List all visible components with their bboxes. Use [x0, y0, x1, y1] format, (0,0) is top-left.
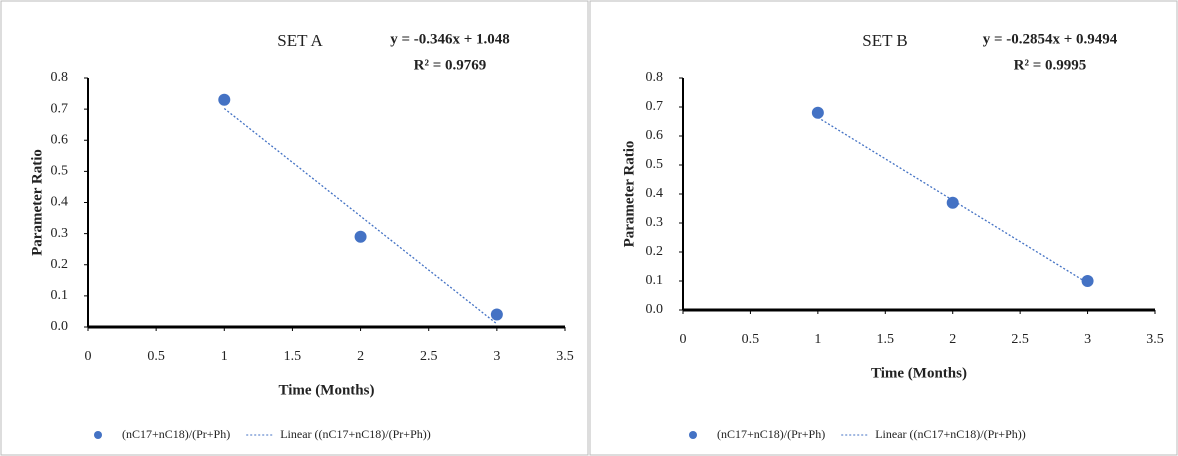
x-tick-label: 0.5	[742, 332, 760, 347]
trendline	[817, 116, 1088, 284]
legend-label: (nC17+nC18)/(Pr+Ph)	[717, 427, 825, 441]
data-point	[1081, 275, 1094, 287]
x-tick-label: 1	[814, 332, 821, 347]
x-tick-label: 2.5	[1011, 332, 1029, 347]
x-tick-label: 1.5	[284, 349, 302, 364]
y-tick-label: 0.0	[51, 319, 69, 334]
y-tick-label: 0.8	[646, 70, 664, 85]
data-point	[218, 93, 231, 106]
y-tick-label: 0.5	[646, 157, 664, 172]
panel-border	[589, 0, 1178, 456]
x-tick-label: 3.5	[556, 349, 574, 364]
x-tick-label: 3	[493, 349, 500, 364]
x-tick-label: 0	[85, 349, 92, 364]
y-tick-label: 0.2	[646, 244, 664, 259]
chart-title: SET B	[862, 31, 908, 50]
legend-label: Linear ((nC17+nC18)/(Pr+Ph))	[875, 427, 1026, 441]
y-tick-label: 0.7	[646, 99, 664, 114]
r-squared: R² = 0.9995	[1014, 57, 1087, 73]
y-tick-label: 0.0	[646, 302, 664, 317]
y-tick-label: 0.2	[51, 257, 69, 272]
x-tick-label: 2	[357, 349, 364, 364]
y-tick-label: 0.3	[646, 215, 664, 230]
x-axis-label: Time (Months)	[871, 365, 967, 381]
y-tick-label: 0.8	[51, 70, 69, 85]
x-tick-label: 0.5	[147, 349, 165, 364]
y-tick-label: 0.4	[646, 186, 664, 201]
x-tick-label: 2	[949, 332, 956, 347]
r-squared: R² = 0.9769	[414, 57, 487, 73]
y-tick-label: 0.3	[51, 226, 69, 241]
legend-label: (nC17+nC18)/(Pr+Ph)	[122, 427, 230, 441]
equation: y = -0.346x + 1.048	[390, 31, 510, 47]
x-tick-label: 2.5	[420, 349, 438, 364]
x-tick-label: 3.5	[1146, 332, 1164, 347]
x-axis-label: Time (Months)	[279, 382, 375, 398]
x-tick-label: 1.5	[877, 332, 895, 347]
x-tick-label: 0	[680, 332, 687, 347]
chart-title: SET A	[277, 31, 323, 50]
legend-swatch	[689, 431, 697, 439]
data-point	[811, 106, 824, 119]
data-point	[946, 196, 959, 209]
y-axis-label: Parameter Ratio	[621, 141, 637, 248]
y-tick-label: 0.1	[646, 273, 664, 288]
panel-border	[0, 0, 589, 456]
x-tick-label: 1	[221, 349, 228, 364]
y-tick-label: 0.6	[51, 132, 69, 147]
x-tick-label: 3	[1084, 332, 1091, 347]
y-tick-label: 0.7	[51, 101, 69, 116]
y-tick-label: 0.1	[51, 288, 69, 303]
y-tick-label: 0.6	[646, 128, 664, 143]
equation: y = -0.2854x + 0.9494	[983, 31, 1118, 47]
data-point	[490, 308, 503, 321]
y-tick-label: 0.5	[51, 164, 69, 179]
legend-swatch	[94, 431, 102, 439]
data-point	[354, 230, 367, 243]
trendline	[223, 107, 498, 325]
y-tick-label: 0.4	[51, 195, 69, 210]
legend-label: Linear ((nC17+nC18)/(Pr+Ph))	[280, 427, 431, 441]
y-axis-label: Parameter Ratio	[29, 149, 45, 256]
